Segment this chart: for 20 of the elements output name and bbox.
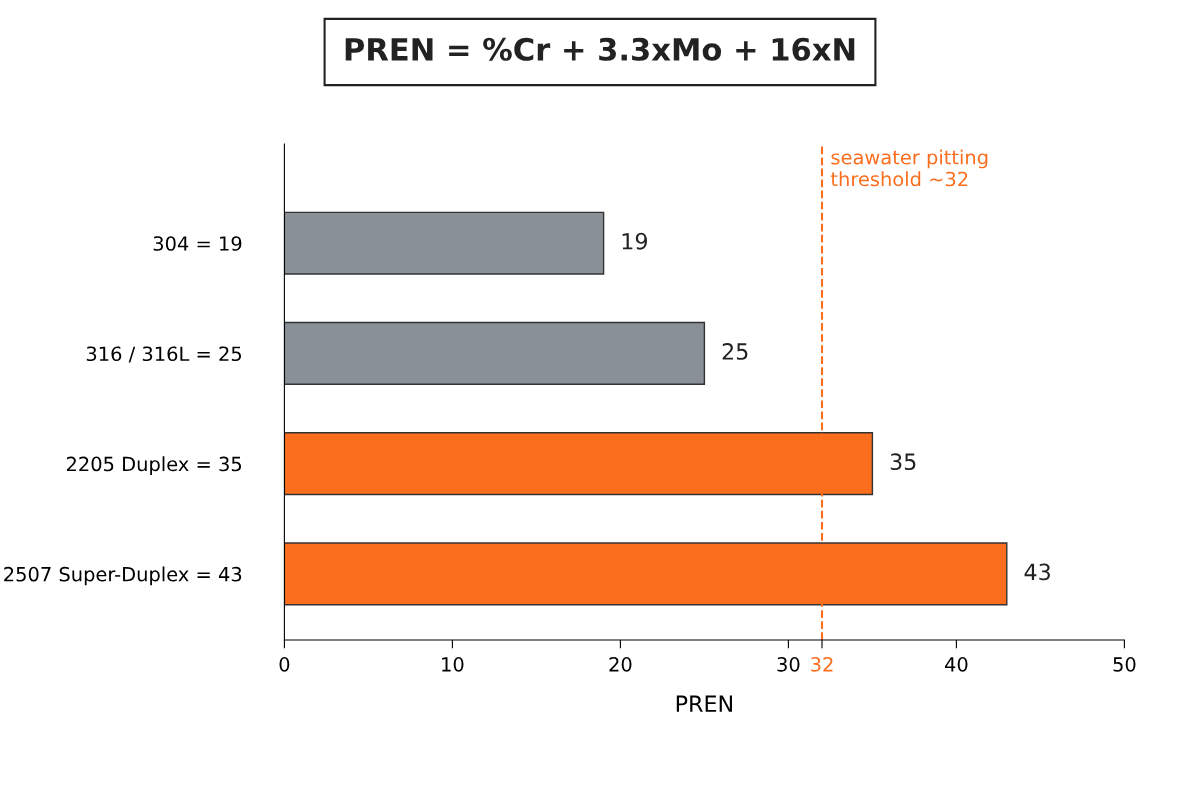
x-tick-label: 30: [777, 657, 800, 672]
data-label: 19: [622, 232, 647, 250]
bar: [284, 321, 706, 385]
x-tick-label: 40: [944, 657, 968, 672]
x-tick-label: 0: [279, 657, 290, 672]
bar: [284, 211, 605, 275]
y-tick-label: 304 = 19: [153, 236, 242, 251]
ref-line-label: seawater pitting threshold ~32: [830, 149, 988, 187]
y-tick-label: 316 / 316L = 25: [86, 346, 242, 363]
y-tick-label: 2507 Super-Duplex = 43: [4, 566, 242, 586]
x-axis-title: PREN: [676, 695, 732, 712]
x-tick-label: 10: [442, 657, 464, 672]
data-label: 35: [890, 453, 916, 471]
x-tick-label: 50: [1113, 657, 1136, 672]
data-label: 25: [722, 343, 748, 360]
chart-title: PREN = %Cr + 3.3xMo + 16xN: [345, 37, 855, 61]
x-tick-label: 32: [811, 657, 833, 672]
y-tick-label: 2205 Duplex = 35: [66, 456, 242, 476]
x-tick-label: 20: [609, 657, 632, 672]
data-label: 43: [1024, 563, 1050, 581]
